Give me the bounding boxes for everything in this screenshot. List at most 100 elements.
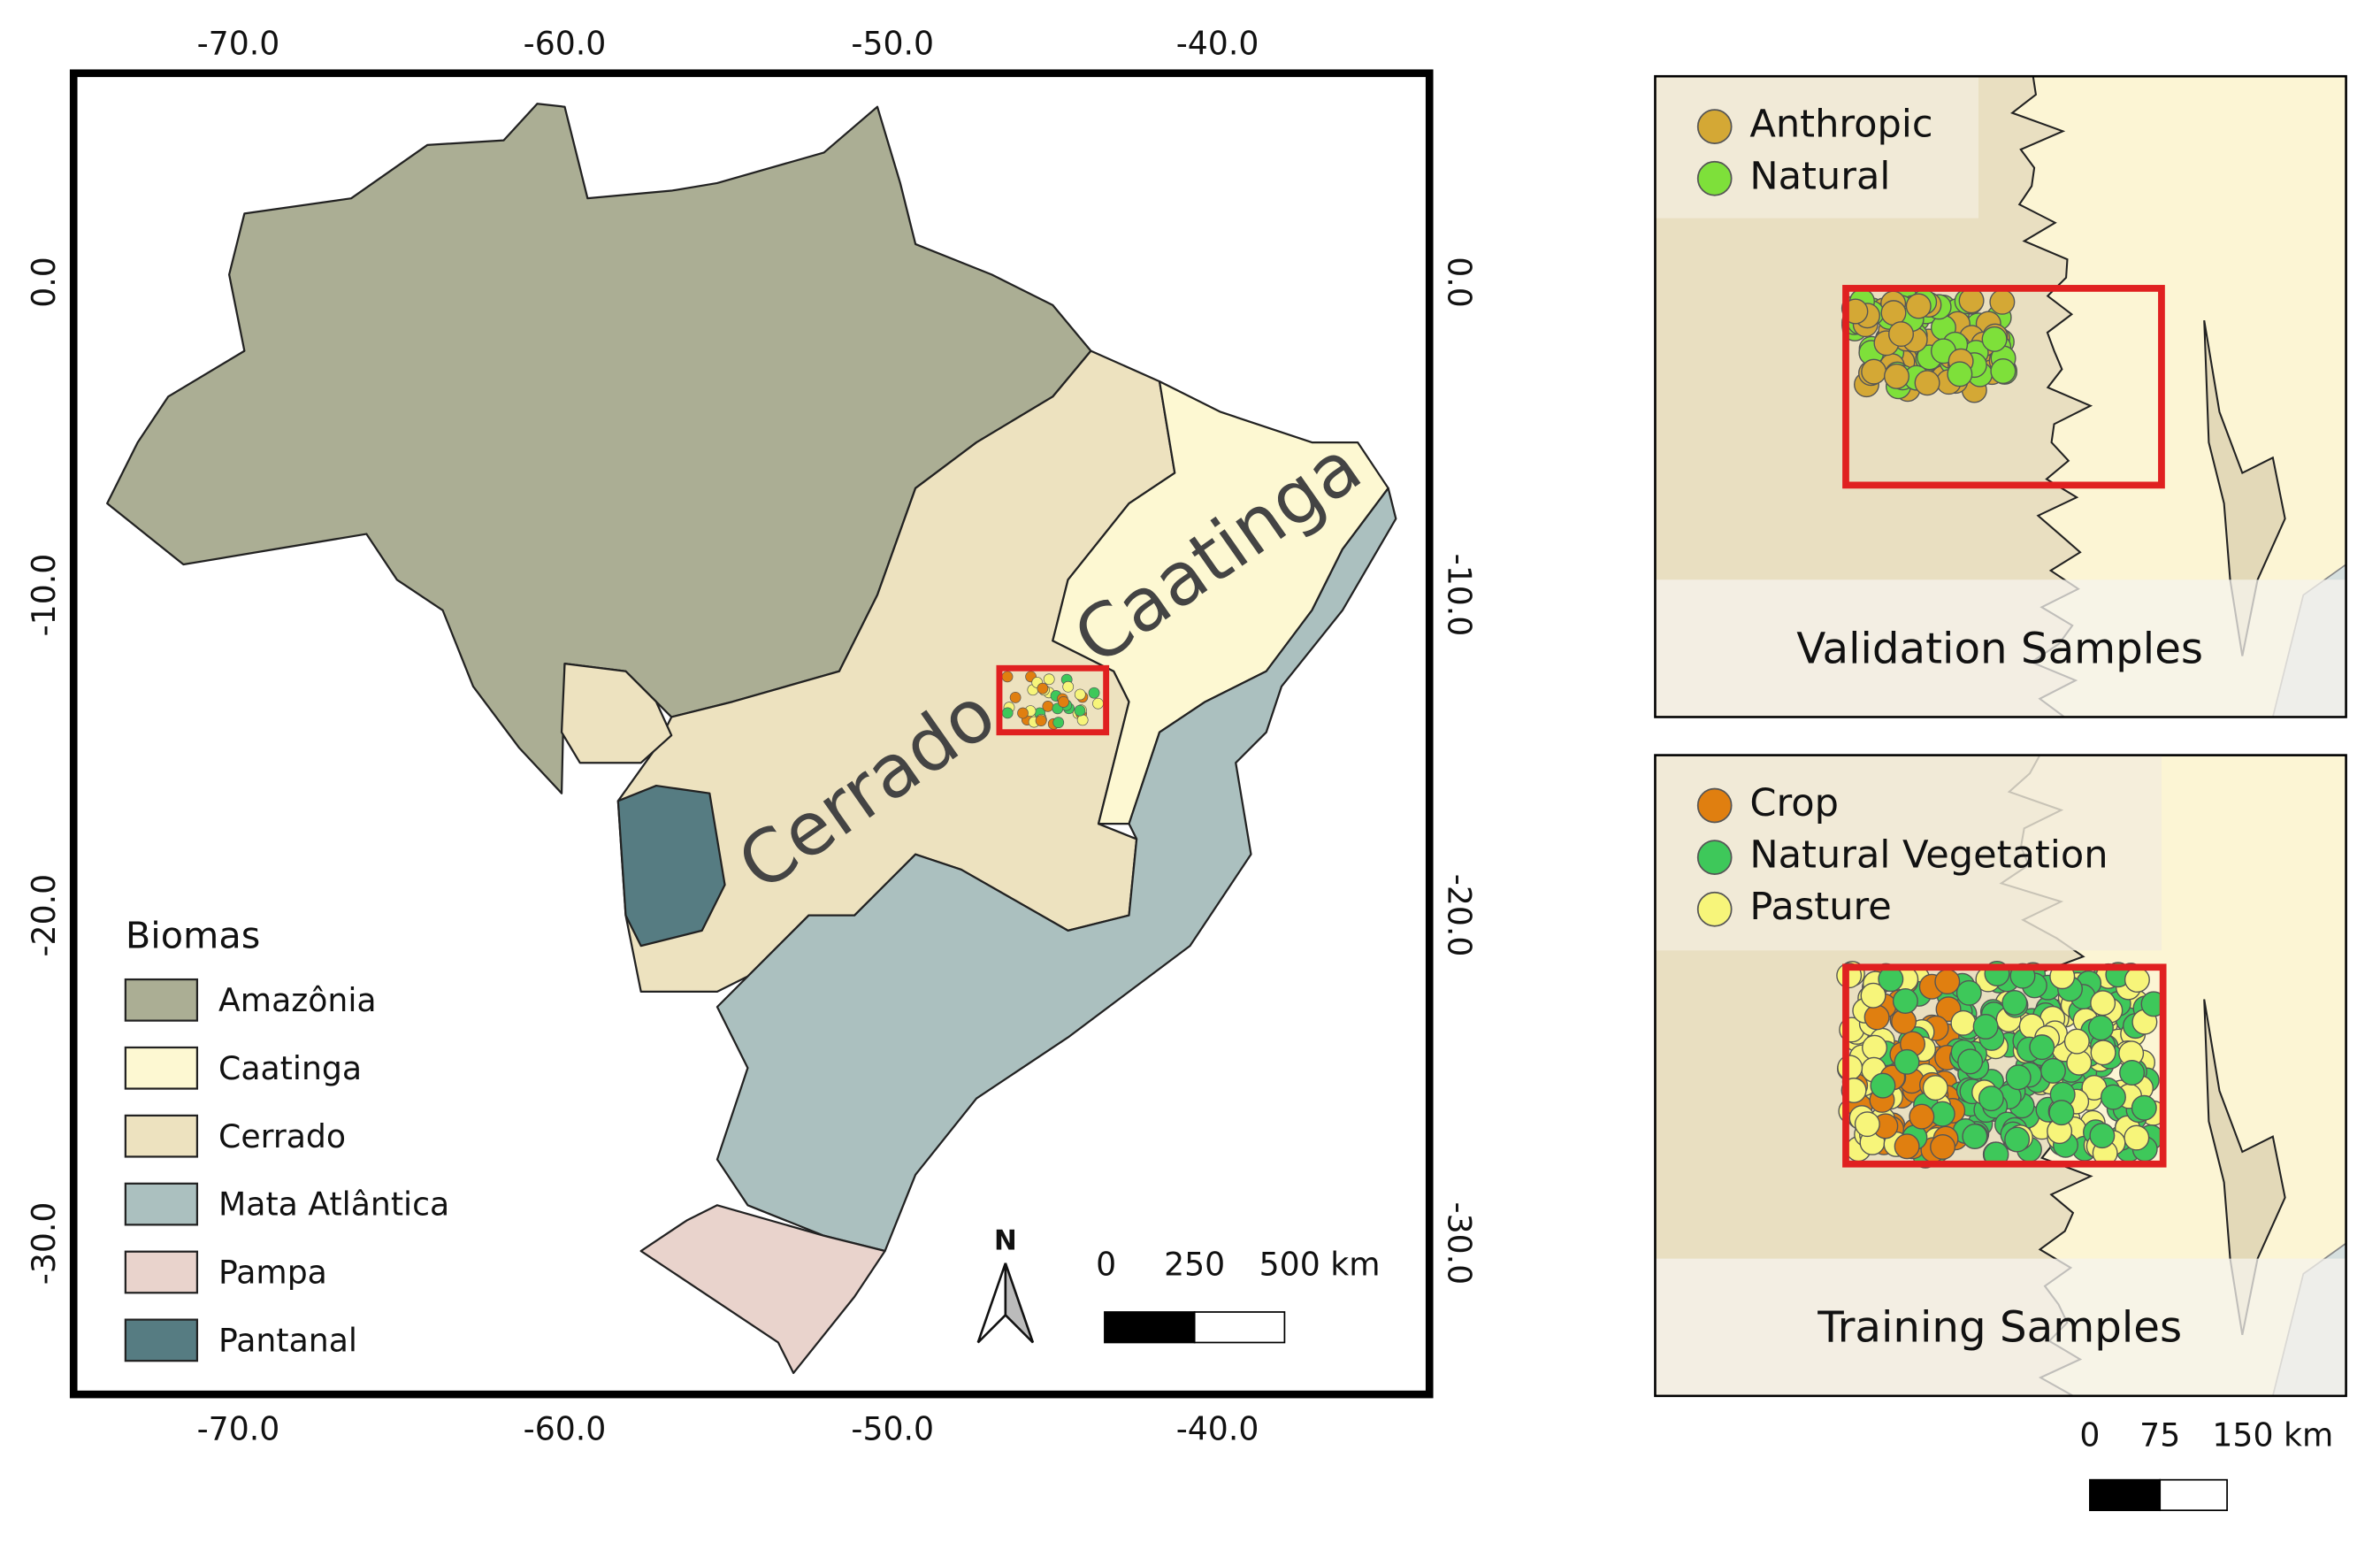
sample-point	[1863, 1004, 1890, 1031]
sample-point	[1861, 358, 1887, 385]
inset-map: Crop Natural Vegetation Pasture Training Sa…	[1655, 755, 2346, 1396]
sample-point	[1958, 288, 1985, 314]
y-tick-label: -20.0	[1440, 874, 1478, 957]
x-tick-label: -70.0	[197, 1409, 280, 1447]
sample-point	[1981, 326, 2008, 352]
legend-label: Natural	[1749, 154, 1890, 198]
sample-point	[1978, 1086, 2004, 1112]
y-tick-label: -30.0	[25, 1202, 63, 1285]
sample-point	[1860, 982, 1886, 1009]
sample-point	[2119, 1060, 2146, 1086]
x-tick-label: -50.0	[851, 25, 934, 63]
cerrado-patch	[560, 662, 673, 764]
sample-point	[2039, 1057, 2066, 1084]
sample-point	[2087, 1015, 2114, 1041]
scale-bar	[2089, 1478, 2162, 1512]
sample-point	[2100, 1084, 2126, 1110]
panel-frame	[1654, 754, 2347, 1398]
legend: Amazônia Caatinga Cerrado Mata Atlântica Pam…	[124, 978, 449, 1362]
legend-label: Pantanal	[218, 1321, 357, 1359]
legend-label: Pampa	[218, 1254, 327, 1292]
legend-label: Crop	[1749, 781, 1839, 825]
biome-layer	[106, 103, 1397, 1375]
legend-swatch	[1696, 787, 1733, 824]
scale-bar	[1193, 1311, 1286, 1344]
sample-point	[1001, 707, 1014, 719]
scale-bar	[1104, 1311, 1196, 1344]
sample-point	[1862, 1034, 1888, 1061]
legend-box	[1655, 755, 2162, 951]
sample-point	[1092, 697, 1104, 710]
sample-point	[1947, 361, 1973, 388]
sample-point	[1989, 288, 2016, 315]
north-label: N	[994, 1225, 1017, 1257]
sample-point	[2090, 990, 2116, 1017]
sample-point	[1088, 687, 1100, 699]
y-tick-label: 0.0	[25, 257, 63, 308]
sample-point	[1837, 1055, 1863, 1081]
sample-point	[1922, 1075, 1948, 1101]
sample-point	[1074, 688, 1086, 701]
sample-point	[1888, 321, 1914, 348]
scale-bar	[2159, 1478, 2228, 1512]
legend-title: Biomas	[126, 915, 260, 957]
panel-title: Training Samples	[1817, 1303, 2182, 1353]
sample-point	[1001, 671, 1014, 683]
study-area-box	[996, 664, 1110, 736]
label-strip	[1655, 1258, 2346, 1396]
pampa	[639, 1204, 886, 1375]
scale-label: 75	[2139, 1416, 2180, 1454]
x-tick-label: -70.0	[197, 25, 280, 63]
sample-point	[2131, 1094, 2157, 1121]
sample-point	[1854, 1111, 1880, 1138]
sample-point	[1076, 714, 1089, 726]
legend-swatch	[1696, 891, 1733, 927]
sample-point	[1972, 1013, 1999, 1040]
sample-point	[1905, 293, 1932, 319]
sample-point	[1934, 969, 1961, 995]
scale-label: 0	[1096, 1245, 1116, 1283]
study-area-box	[1842, 285, 2165, 489]
sample-point	[1009, 691, 1022, 703]
sample-point	[2048, 1100, 2075, 1126]
sample-point	[1955, 979, 1982, 1006]
sample-point	[2063, 1028, 2090, 1055]
study-area-box	[1842, 963, 2167, 1168]
x-tick-label: -60.0	[524, 25, 607, 63]
scale-label: 0	[2079, 1416, 2100, 1454]
x-tick-label: -50.0	[851, 1409, 934, 1447]
legend-label: Amazônia	[218, 981, 377, 1019]
sample-point	[1962, 1123, 1988, 1149]
inset-map: Anthropic Natural Validation Samples	[1655, 76, 2346, 717]
north-arrow	[1004, 1262, 1035, 1344]
sample-point	[2066, 1049, 2093, 1076]
y-tick-label: 0.0	[1440, 257, 1478, 308]
sample-point	[2124, 1124, 2150, 1151]
y-tick-label: -30.0	[1440, 1202, 1478, 1285]
scale-label: 150 km	[2212, 1416, 2333, 1454]
sample-point	[1914, 370, 1940, 396]
scale-label: 500 km	[1259, 1245, 1381, 1283]
sample-point	[1058, 696, 1069, 708]
sample-point	[1074, 704, 1086, 717]
legend-swatch	[124, 1114, 199, 1158]
sample-point	[1892, 988, 1918, 1014]
inset-training: Crop Natural Vegetation Pasture Training Sa…	[1654, 754, 2347, 1398]
panel-title: Validation Samples	[1796, 624, 2203, 673]
sample-points	[1001, 671, 1104, 730]
sample-point	[2004, 1126, 2031, 1153]
sample-point	[2001, 989, 2028, 1016]
sample-point	[1043, 673, 1055, 686]
y-tick-label: -10.0	[25, 554, 63, 637]
inset-validation: Anthropic Natural Validation Samples	[1654, 74, 2347, 718]
legend-swatch	[124, 1318, 199, 1362]
sample-point	[1052, 717, 1065, 729]
legend-swatch	[124, 1250, 199, 1294]
legend-swatch	[124, 1046, 199, 1090]
sample-point	[1042, 701, 1054, 712]
legend-swatch	[124, 1182, 199, 1226]
mata-atlantica	[716, 487, 1397, 1253]
sample-point	[1950, 1009, 1977, 1036]
